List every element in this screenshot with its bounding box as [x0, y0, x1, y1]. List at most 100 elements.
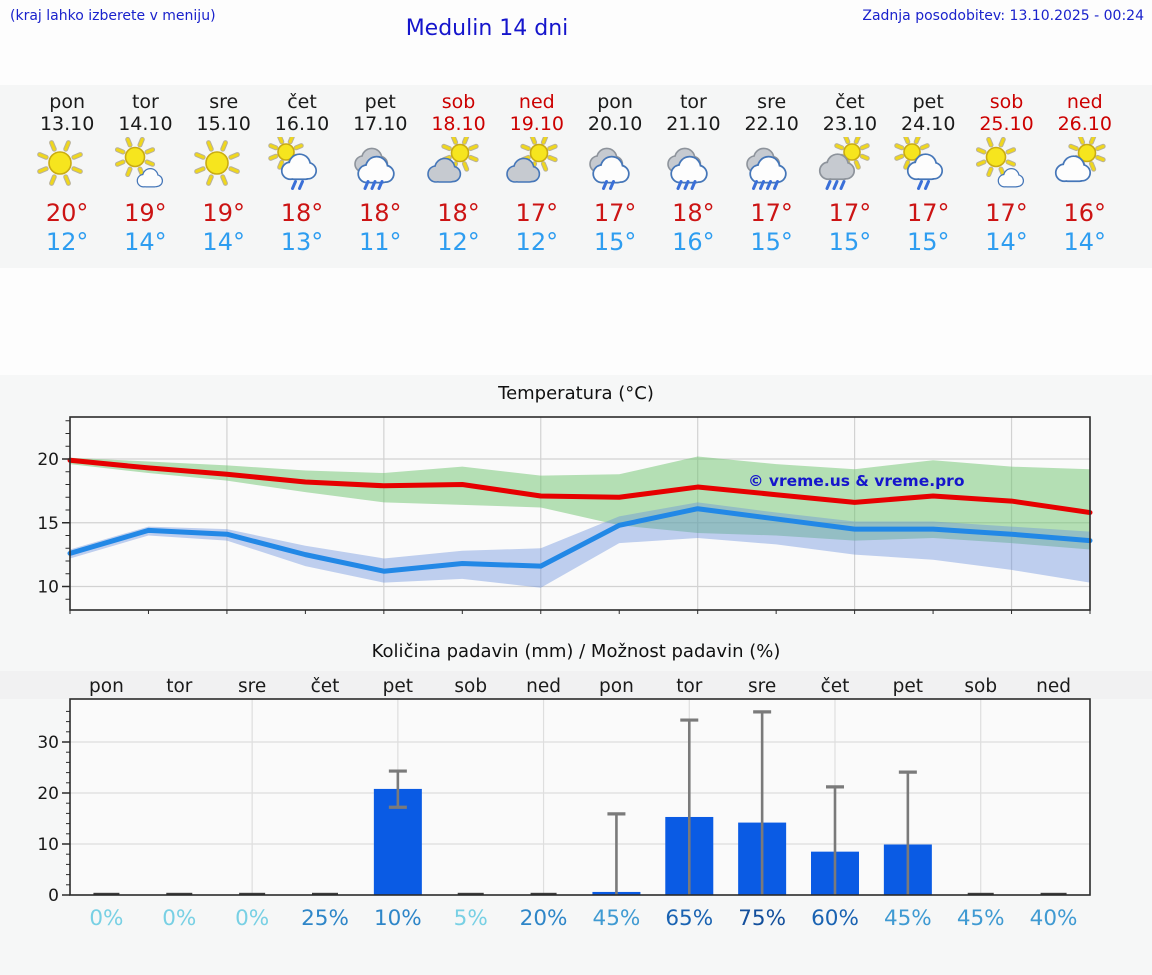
date-label: 22.10	[744, 113, 799, 135]
white-cloud-icon	[280, 153, 317, 181]
forecast-day: čet 23.10 17° 15°	[811, 91, 889, 268]
precip-day-label: pon	[599, 676, 634, 697]
weather-icon-box	[576, 137, 654, 193]
high-temp: 19°	[202, 199, 245, 227]
weather-icon	[37, 140, 83, 186]
forecast-day: tor 14.10 19° 14°	[106, 91, 184, 268]
weekday-label: sre	[757, 91, 787, 113]
low-temp: 13°	[280, 228, 324, 256]
rain-streaks-icon	[601, 180, 615, 190]
high-temp: 18°	[437, 199, 480, 227]
white-cloud-icon	[748, 155, 787, 184]
precip-y-tick-label: 20	[37, 784, 59, 804]
weather-icon-box	[419, 137, 497, 193]
low-temp: 15°	[828, 228, 872, 256]
high-temp: 20°	[45, 199, 89, 227]
date-label: 13.10	[39, 113, 95, 135]
precip-day-label: čet	[311, 676, 340, 697]
low-temp: 15°	[593, 228, 637, 256]
white-cloud-icon	[998, 167, 1025, 188]
weekday-label: sob	[989, 91, 1024, 113]
precip-day-band	[0, 671, 1152, 699]
date-label: 21.10	[666, 113, 721, 135]
precip-probability-label: 40%	[1030, 906, 1078, 931]
precip-zero-mark	[457, 892, 484, 895]
white-cloud-icon	[592, 155, 630, 184]
precip-probability-label: 0%	[162, 906, 196, 931]
weekday-label: ned	[518, 91, 555, 113]
precip-y-tick-label: 10	[37, 835, 59, 855]
precipitation-chart: pon tor sre čet pet sob ned pon tor sre čet pet sob n…	[0, 671, 1152, 931]
min-temperature-line	[67, 506, 1093, 574]
weather-icon	[115, 137, 164, 188]
weekday-label: ned	[1066, 91, 1103, 113]
date-label: 20.10	[587, 113, 643, 135]
high-temp: 17°	[828, 199, 872, 227]
white-cloud-icon	[136, 167, 164, 188]
weather-icon	[1054, 137, 1106, 183]
high-temp: 19°	[124, 199, 167, 227]
high-temp: 17°	[750, 199, 793, 227]
precip-day-label: ned	[1036, 676, 1071, 697]
weather-icon-box	[811, 137, 889, 193]
weekday-label: pon	[597, 91, 633, 113]
temp-y-tick-label: 10	[37, 578, 59, 598]
forecast-day: tor 21.10 18° 16°	[654, 91, 732, 268]
weather-icon	[976, 137, 1025, 188]
precip-y-axis: 0 10 20 30	[37, 710, 70, 906]
gray-cloud-icon	[818, 153, 855, 181]
white-cloud-icon	[357, 155, 395, 184]
precip-probability-label: 0%	[235, 906, 269, 931]
weather-icon	[427, 137, 480, 183]
forecast-day: sre 15.10 19° 14°	[185, 91, 263, 268]
precip-probability-label: 45%	[884, 906, 932, 931]
date-label: 24.10	[901, 113, 956, 135]
low-temp: 14°	[1063, 228, 1107, 256]
low-temp: 14°	[202, 228, 245, 256]
date-label: 17.10	[353, 113, 408, 135]
weather-icon-box	[106, 137, 184, 193]
high-temp: 17°	[593, 199, 637, 227]
page-title: Medulin 14 dni	[405, 16, 569, 41]
gray-cloud-icon	[427, 157, 462, 183]
white-cloud-icon	[906, 153, 944, 181]
high-temp: 18°	[280, 199, 324, 227]
precip-zero-mark	[239, 892, 266, 895]
precip-day-label: sre	[238, 676, 266, 697]
weather-icon	[894, 137, 944, 190]
precip-plot-border	[69, 698, 1091, 896]
weather-icon	[667, 147, 708, 190]
precip-day-label: pon	[89, 676, 124, 697]
temp-y-tick-label: 20	[37, 450, 59, 470]
white-cloud-icon	[670, 155, 708, 184]
weather-icon	[505, 137, 558, 183]
weather-icon-box	[28, 137, 106, 193]
forecast-strip: pon 13.10 20° 12° tor 14.10 19° 14° sre 15.10 19° 1…	[0, 85, 1152, 268]
sun-icon	[976, 137, 1017, 178]
page-header: (kraj lahko izberete v meniju) Medulin 1…	[0, 0, 1152, 85]
precip-day-labels: pon tor sre čet pet sob ned pon tor sre čet pet sob n…	[89, 676, 1071, 697]
forecast-day: pon 13.10 20° 12°	[28, 91, 106, 268]
high-temp: 16°	[1063, 199, 1107, 227]
date-label: 14.10	[118, 113, 173, 135]
sun-icon	[520, 137, 558, 172]
weekday-label: sob	[441, 91, 476, 113]
precip-whiskers	[388, 710, 917, 895]
charts-section: Temperatura (°C) © vreme.us & vreme.pro 1…	[0, 375, 1152, 975]
low-temp: 16°	[672, 228, 715, 256]
low-temp: 14°	[124, 228, 167, 256]
precip-gridlines	[70, 699, 1090, 895]
temp-x-axis	[69, 610, 1091, 614]
precip-probability-label: 0%	[89, 906, 123, 931]
precip-zero-mark	[93, 892, 120, 895]
weather-icon	[745, 147, 787, 190]
weekday-label: pon	[49, 91, 85, 113]
weather-icon-box	[185, 137, 263, 193]
weekday-label: tor	[131, 91, 159, 113]
precip-day-label: sre	[748, 676, 776, 697]
weather-icon-box	[733, 137, 811, 193]
weekday-label: tor	[679, 91, 707, 113]
date-label: 23.10	[822, 113, 878, 135]
rain-streaks-icon	[917, 180, 931, 190]
forecast-day: sre 22.10 17° 15°	[733, 91, 811, 268]
